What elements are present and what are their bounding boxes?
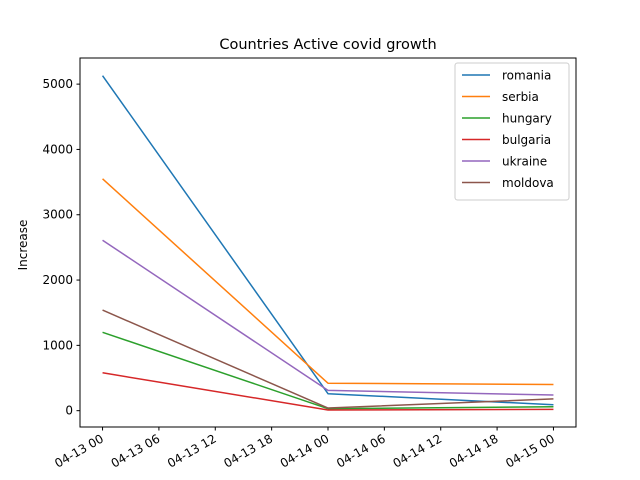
chart-title: Countries Active covid growth (219, 37, 436, 53)
y-tick-label: 2000 (42, 273, 73, 287)
plot-frame (79, 57, 577, 428)
series-line-ukraine (102, 239, 554, 396)
y-tick-label: 5000 (42, 77, 73, 91)
legend-label-ukraine: ukraine (502, 155, 547, 169)
y-tick-label: 4000 (42, 142, 73, 156)
legend-label-moldova: moldova (502, 176, 554, 190)
y-tick-label: 0 (65, 404, 73, 418)
series-line-romania (101, 75, 554, 406)
series-line-serbia (102, 178, 554, 386)
series-line-moldova (102, 309, 554, 409)
legend-label-hungary: hungary (502, 112, 552, 126)
series-lines (101, 75, 554, 411)
legend-label-serbia: serbia (502, 90, 539, 104)
legend-label-romania: romania (502, 69, 551, 83)
legend-label-bulgaria: bulgaria (502, 133, 551, 147)
y-tick-label: 3000 (42, 208, 73, 222)
legend: romania serbia hungary bulgaria ukraine moldo… (454, 62, 570, 201)
y-axis: 0 1000 2000 3000 4000 5000 (42, 77, 80, 418)
series-line-bulgaria (102, 372, 554, 411)
y-tick-label: 1000 (42, 338, 73, 352)
y-axis-title: Increase (16, 220, 30, 271)
